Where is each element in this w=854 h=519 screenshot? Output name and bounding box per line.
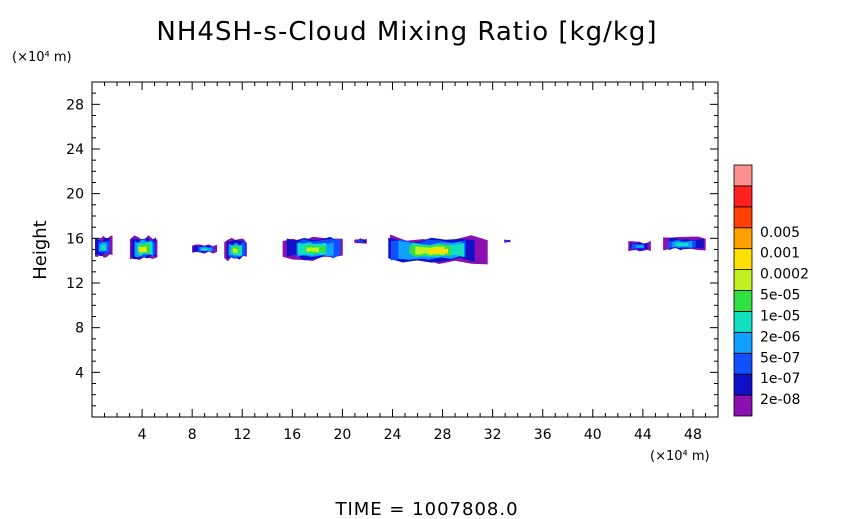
cloud-contour xyxy=(505,240,509,242)
legend-swatch xyxy=(733,164,753,187)
legend-swatch xyxy=(733,311,753,333)
x-tick-label: 4 xyxy=(138,427,147,443)
cloud-field xyxy=(94,234,706,265)
legend-label: 5e-05 xyxy=(760,288,800,304)
x-tick-label: 8 xyxy=(188,427,197,443)
x-tick-label: 40 xyxy=(584,427,602,443)
cloud xyxy=(282,236,343,261)
x-tick-label: 48 xyxy=(684,427,702,443)
cloud-contour xyxy=(232,248,238,254)
legend-label: 1e-07 xyxy=(760,371,800,387)
y-tick-label: 24 xyxy=(66,142,84,158)
cloud xyxy=(628,240,651,252)
legend-label: 0.005 xyxy=(760,225,800,241)
cloud xyxy=(192,244,218,254)
y-axis: 4 8 12 16 20 24 28 xyxy=(66,81,718,418)
cloud-contour xyxy=(635,244,644,249)
legend-swatch xyxy=(733,269,753,291)
cloud-contour xyxy=(306,246,320,253)
x-tick-label: 36 xyxy=(534,427,552,443)
legend-swatch xyxy=(733,185,753,208)
cloud-contour xyxy=(140,246,146,252)
cloud-contour xyxy=(100,244,106,251)
cloud xyxy=(504,239,511,243)
legend-swatch xyxy=(733,227,753,250)
cloud-contour xyxy=(429,247,449,254)
cloud xyxy=(354,238,367,244)
x-axis-unit: (×10⁴ m) xyxy=(650,449,710,464)
cloud xyxy=(224,237,247,262)
legend-swatch xyxy=(733,206,753,229)
chart-title: NH4SH-s-Cloud Mixing Ratio [kg/kg] xyxy=(156,17,657,47)
legend-label: 0.0002 xyxy=(760,267,809,283)
cloud xyxy=(94,235,113,258)
y-tick-label: 28 xyxy=(66,97,84,113)
time-label: TIME = 1007808.0 xyxy=(334,499,518,519)
legend-label: 2e-06 xyxy=(760,329,800,345)
legend-label: 2e-08 xyxy=(760,392,800,408)
y-tick-label: 20 xyxy=(66,187,84,203)
y-tick-label: 12 xyxy=(66,276,84,292)
x-tick-label: 32 xyxy=(484,427,502,443)
legend-swatch xyxy=(733,373,753,396)
cloud-contour xyxy=(357,240,364,243)
legend-label: 5e-07 xyxy=(760,350,800,366)
legend-label: 0.001 xyxy=(760,246,800,262)
x-tick-label: 24 xyxy=(384,427,402,443)
color-legend: 2e-08 1e-07 5e-07 2e-06 1e-05 5e-05 0.0002 0.00… xyxy=(733,164,809,417)
cloud-contour xyxy=(200,248,208,251)
cloud xyxy=(129,235,158,261)
y-tick-label: 8 xyxy=(75,321,84,337)
x-tick-label: 28 xyxy=(434,427,452,443)
legend-swatch xyxy=(733,248,753,270)
y-tick-label: 16 xyxy=(66,231,84,247)
legend-swatch xyxy=(733,290,753,312)
cloud xyxy=(663,236,706,251)
x-tick-label: 16 xyxy=(283,427,301,443)
cloud xyxy=(388,234,488,265)
x-tick-label: 12 xyxy=(233,427,251,443)
y-axis-label: Height xyxy=(30,220,51,280)
legend-swatch xyxy=(733,394,753,417)
x-axis: 4 8 12 16 20 24 28 32 36 40 44 48 xyxy=(91,82,719,443)
x-tick-label: 20 xyxy=(333,427,351,443)
legend-label: 1e-05 xyxy=(760,308,800,324)
cloud-contour xyxy=(675,242,688,247)
y-axis-unit: (×10⁴ m) xyxy=(12,50,72,65)
legend-swatch xyxy=(733,352,753,375)
legend-swatch xyxy=(733,331,753,354)
x-tick-label: 44 xyxy=(634,427,652,443)
y-tick-label: 4 xyxy=(75,365,84,381)
